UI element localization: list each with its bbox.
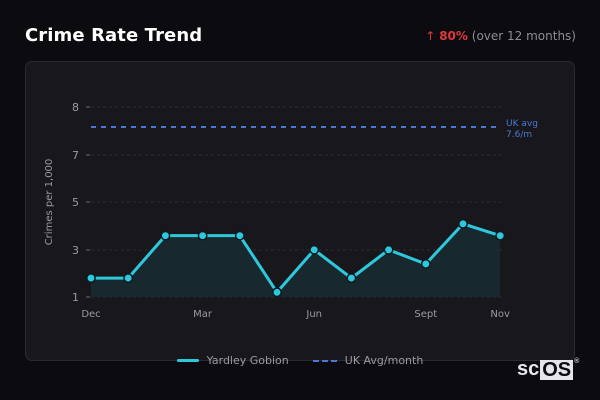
data-point[interactable] [160, 230, 171, 241]
chart-legend: Yardley Gobion UK Avg/month [0, 354, 600, 367]
data-point[interactable] [458, 218, 468, 229]
trend-period: (over 12 months) [471, 29, 576, 43]
legend-item-avg[interactable]: UK Avg/month [312, 354, 424, 367]
data-point[interactable] [383, 244, 394, 255]
y-tick-label: 7 [72, 149, 79, 162]
trend-summary: ↑ 80% (over 12 months) [425, 29, 576, 43]
data-point[interactable] [123, 273, 134, 284]
x-tick-label: Sept [414, 309, 437, 320]
uk-avg-annotation-line1: UK avg [506, 119, 538, 129]
y-tick-label: 8 [72, 101, 79, 114]
legend-avg-label: UK Avg/month [344, 354, 424, 367]
y-axis-label: Crimes per 1,000 [44, 159, 55, 246]
series-line [91, 222, 501, 294]
series-points [86, 218, 506, 298]
trend-percent: 80% [439, 29, 468, 43]
data-point[interactable] [197, 230, 208, 241]
data-point[interactable] [346, 273, 357, 284]
trend-up-arrow-icon: ↑ [425, 29, 436, 43]
legend-series-label: Yardley Gobion [206, 354, 289, 367]
data-point[interactable] [495, 230, 506, 241]
y-tick-label: 3 [72, 244, 79, 257]
x-tick-label: Nov [490, 309, 510, 320]
legend-item-series[interactable]: Yardley Gobion [176, 354, 289, 367]
x-axis: Dec Mar Jun Sept Nov [81, 309, 510, 320]
uk-avg-annotation-line2: 7.6/m [506, 130, 532, 140]
data-point[interactable] [420, 259, 431, 269]
x-tick-label: Mar [193, 309, 213, 320]
page-title: Crime Rate Trend [25, 25, 203, 46]
y-axis: 1 3 5 7 8 [72, 101, 90, 304]
data-point[interactable] [86, 273, 96, 284]
y-tick-label: 5 [72, 196, 79, 209]
data-point[interactable] [234, 230, 245, 241]
solid-line-swatch-icon [176, 359, 199, 362]
x-tick-label: Dec [81, 309, 100, 320]
y-tick-label: 1 [72, 291, 79, 304]
data-point[interactable] [272, 287, 282, 298]
data-point[interactable] [309, 244, 320, 255]
x-tick-label: Jun [305, 309, 322, 320]
dashed-line-swatch-icon [312, 359, 337, 362]
chart-card [25, 61, 575, 361]
scos-logo: sc OS ® [517, 358, 580, 381]
series-area-fill [91, 223, 501, 297]
